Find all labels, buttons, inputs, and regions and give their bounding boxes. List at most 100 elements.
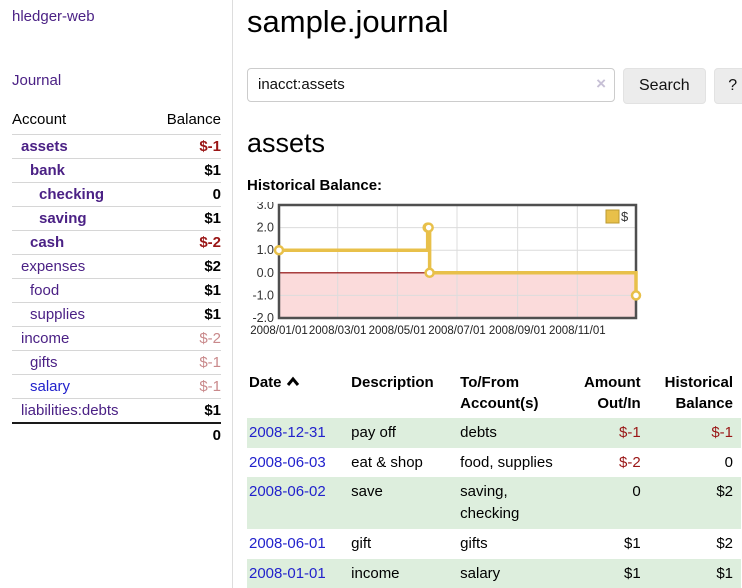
transaction-description: income xyxy=(351,564,400,582)
transaction-date-link[interactable]: 2008-06-02 xyxy=(249,483,326,501)
account-row: assets $-1 xyxy=(12,134,221,159)
transaction-row: 2008-12-31 pay off debts $-1 $-1 xyxy=(247,417,741,448)
sort-ascending-icon xyxy=(286,376,299,387)
search-input-wrap: × xyxy=(247,67,615,104)
transaction-date-link[interactable]: 2008-06-01 xyxy=(249,534,326,552)
search-help-button[interactable]: ? xyxy=(713,67,742,104)
transaction-description: pay off xyxy=(351,423,396,441)
accounts-header-row: Account Balance xyxy=(12,109,221,135)
chart-label: Historical Balance: xyxy=(247,177,383,195)
account-row: checking 0 xyxy=(12,182,221,207)
account-balance: $-1 xyxy=(150,350,221,375)
transaction-balance: $1 xyxy=(716,564,733,582)
transaction-balance: $2 xyxy=(716,534,733,552)
main-content: sample.journal × Search ? assets Histori… xyxy=(233,0,742,588)
account-link[interactable]: salary xyxy=(30,378,71,395)
account-link[interactable]: gifts xyxy=(30,354,58,371)
svg-text:2008/01/01: 2008/01/01 xyxy=(250,325,308,337)
transaction-row: 2008-01-01 income salary $1 $1 xyxy=(247,558,741,588)
account-row: supplies $1 xyxy=(12,302,221,327)
svg-text:0.0: 0.0 xyxy=(257,266,274,280)
account-link[interactable]: cash xyxy=(30,234,65,251)
transaction-amount: $-1 xyxy=(618,423,641,441)
transaction-date-link[interactable]: 2008-12-31 xyxy=(249,423,326,441)
svg-text:2008/05/01: 2008/05/01 xyxy=(369,325,427,337)
account-balance: $1 xyxy=(150,206,221,231)
account-row: bank $1 xyxy=(12,158,221,183)
transaction-date-link[interactable]: 2008-01-01 xyxy=(249,564,326,582)
col-balance: Historical Balance xyxy=(664,374,733,412)
account-balance: $1 xyxy=(150,398,221,423)
svg-text:1.0: 1.0 xyxy=(257,244,274,258)
account-row: liabilities:debts $1 xyxy=(12,398,221,423)
account-heading: assets xyxy=(247,127,326,158)
account-balance: 0 xyxy=(150,182,221,207)
account-balance: $1 xyxy=(150,302,221,327)
account-link[interactable]: income xyxy=(21,330,70,347)
account-row: saving $1 xyxy=(12,206,221,231)
col-description: Description xyxy=(351,374,434,392)
transaction-accounts: saving, checking xyxy=(460,483,520,523)
account-balance: $-2 xyxy=(150,326,221,351)
transaction-accounts: debts xyxy=(460,423,497,441)
app-title-link[interactable]: hledger-web xyxy=(12,8,95,25)
col-accounts: To/From Account(s) xyxy=(460,374,539,412)
account-link[interactable]: checking xyxy=(39,186,105,203)
account-row: cash $-2 xyxy=(12,230,221,255)
transaction-balance: $2 xyxy=(716,483,733,501)
transaction-balance: 0 xyxy=(724,453,733,471)
account-link[interactable]: liabilities:debts xyxy=(21,402,119,419)
transaction-amount: $1 xyxy=(623,534,641,552)
search-button[interactable]: Search xyxy=(623,67,706,104)
account-balance: $-1 xyxy=(150,374,221,399)
account-row: gifts $-1 xyxy=(12,350,221,375)
sidebar-item-journal[interactable]: Journal xyxy=(12,72,62,89)
accounts-header-balance: Balance xyxy=(166,111,221,128)
transaction-description: eat & shop xyxy=(351,453,423,471)
transaction-amount: $1 xyxy=(623,564,641,582)
accounts-header-account: Account xyxy=(12,111,67,128)
account-link[interactable]: bank xyxy=(30,162,66,179)
svg-text:-2.0: -2.0 xyxy=(252,311,274,325)
svg-text:2008/09/01: 2008/09/01 xyxy=(489,325,547,337)
account-row: income $-2 xyxy=(12,326,221,351)
search-input[interactable] xyxy=(247,67,615,102)
accounts-total-row: 0 xyxy=(12,422,221,447)
account-link[interactable]: supplies xyxy=(30,306,86,323)
transaction-balance: $-1 xyxy=(711,423,733,441)
account-link[interactable]: assets xyxy=(21,138,68,155)
transaction-accounts: gifts xyxy=(460,534,488,552)
account-link[interactable]: expenses xyxy=(21,258,86,275)
accounts-table: Account Balance assets $-1 bank $1 check… xyxy=(12,109,221,447)
register-header-row: Date Description To/From Account(s) Amoun… xyxy=(247,371,741,418)
transaction-accounts: food, supplies xyxy=(460,453,553,471)
svg-text:2008/11/01: 2008/11/01 xyxy=(549,325,606,337)
account-balance: $-1 xyxy=(150,134,221,159)
svg-text:$: $ xyxy=(621,209,629,224)
account-row: food $1 xyxy=(12,278,221,303)
account-row: expenses $2 xyxy=(12,254,221,279)
sidebar: hledger-web Journal Account Balance asse… xyxy=(0,0,233,588)
svg-text:-1.0: -1.0 xyxy=(252,289,274,303)
transaction-amount: 0 xyxy=(632,483,641,501)
transaction-accounts: salary xyxy=(460,564,501,582)
transaction-description: gift xyxy=(351,534,372,552)
transaction-row: 2008-06-03 eat & shop food, supplies $-2… xyxy=(247,448,741,478)
account-row: salary $-1 xyxy=(12,374,221,399)
col-date[interactable]: Date xyxy=(247,371,349,418)
account-link[interactable]: food xyxy=(30,282,60,299)
account-balance: $1 xyxy=(150,278,221,303)
svg-text:2008/03/01: 2008/03/01 xyxy=(309,325,367,337)
transaction-date-link[interactable]: 2008-06-03 xyxy=(249,453,326,471)
transaction-amount: $-2 xyxy=(618,453,641,471)
search-form: × Search ? xyxy=(247,67,742,104)
page-title: sample.journal xyxy=(247,4,449,39)
transaction-row: 2008-06-02 save saving, checking 0 $2 xyxy=(247,477,741,529)
clear-search-icon[interactable]: × xyxy=(596,73,606,93)
account-balance: $2 xyxy=(150,254,221,279)
account-link[interactable]: saving xyxy=(39,210,87,227)
accounts-total-value: 0 xyxy=(150,422,221,447)
account-balance: $1 xyxy=(150,158,221,183)
